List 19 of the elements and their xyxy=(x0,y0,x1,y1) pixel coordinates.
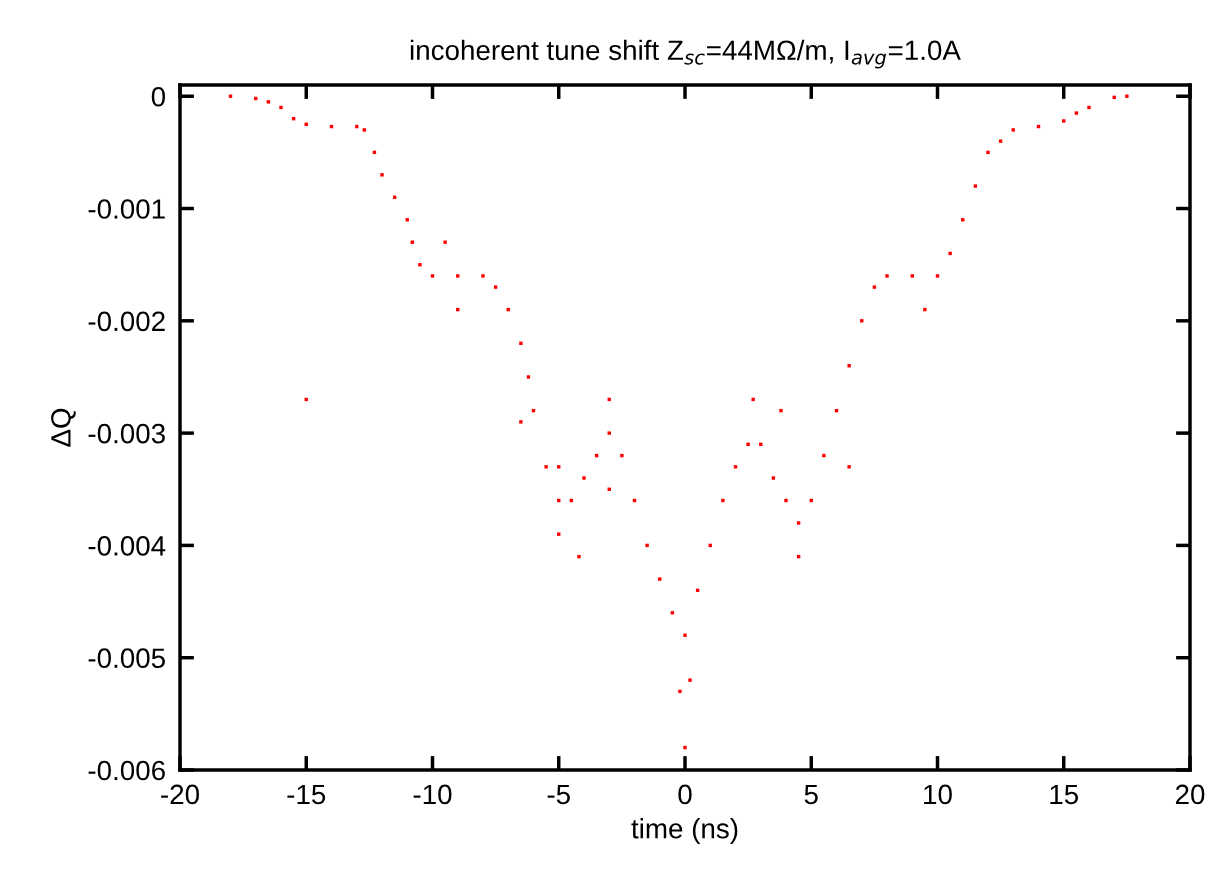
y-tick-label: 0 xyxy=(151,86,166,107)
y-tick-label: -0.006 xyxy=(88,760,165,781)
x-tick-label: 5 xyxy=(804,784,818,805)
x-tick-label: -10 xyxy=(413,784,452,805)
y-axis-title: ΔQ xyxy=(51,408,76,447)
x-tick-label: -5 xyxy=(547,784,570,805)
x-tick-label: 0 xyxy=(678,784,692,805)
y-tick-label: -0.001 xyxy=(88,199,165,219)
x-tick-label: 10 xyxy=(924,784,952,805)
x-axis-title: time (ns) xyxy=(631,818,738,844)
y-tick-label: -0.004 xyxy=(88,536,166,556)
x-tick-label: -15 xyxy=(287,784,326,805)
y-tick-label: -0.003 xyxy=(88,423,165,444)
x-tick-label: -20 xyxy=(161,784,199,805)
y-tick-label: -0.002 xyxy=(88,311,165,332)
y-tick-label: -0.005 xyxy=(88,648,165,669)
x-tick-label: 15 xyxy=(1050,784,1079,805)
chart-title: incoherent tune shift Z$_{sc}$=44MΩ/m, I$_{avg}$=1.0A xyxy=(410,39,961,69)
x-tick-label: 20 xyxy=(1175,784,1205,805)
